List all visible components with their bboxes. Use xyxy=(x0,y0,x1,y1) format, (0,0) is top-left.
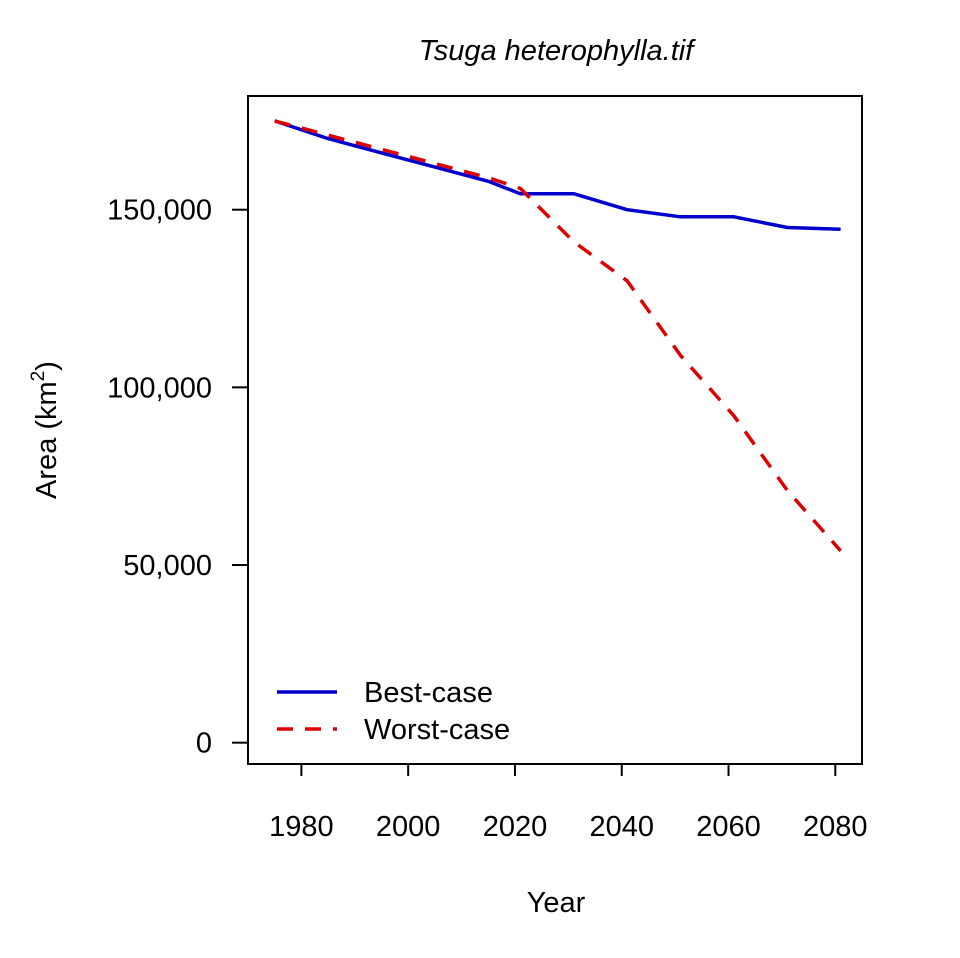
y-axis-label: Area (km2) xyxy=(28,361,63,499)
y-tick-label: 100,000 xyxy=(107,372,212,404)
plot-frame xyxy=(247,95,863,765)
x-tick-label: 2000 xyxy=(376,811,441,843)
series-layer xyxy=(274,119,842,552)
legend: Best-case Worst-case xyxy=(277,677,510,746)
y-tick-label: 150,000 xyxy=(107,195,212,227)
x-tick-label: 2060 xyxy=(696,811,761,843)
chart-title: Tsuga heterophylla.tif xyxy=(419,35,697,67)
x-axis: 1980 2000 2020 2040 2060 2080 xyxy=(269,764,868,843)
x-tick-label: 2080 xyxy=(803,811,868,843)
y-axis-label-end: ) xyxy=(31,361,63,371)
y-axis: 0 50,000 100,000 150,000 xyxy=(107,195,248,760)
y-tick-label: 50,000 xyxy=(123,550,212,582)
legend-label: Worst-case xyxy=(364,714,510,746)
y-axis-label-superscript: 2 xyxy=(28,371,49,382)
series-line-worst-case xyxy=(274,119,842,552)
x-tick-label: 2040 xyxy=(589,811,654,843)
legend-label: Best-case xyxy=(364,677,493,709)
x-tick-label: 2020 xyxy=(483,811,548,843)
y-tick-label: 0 xyxy=(196,728,212,760)
x-axis-label: Year xyxy=(527,887,586,919)
series-line-best-case xyxy=(274,119,841,231)
x-tick-label: 1980 xyxy=(269,811,334,843)
y-axis-label-main: Area (km xyxy=(31,381,63,499)
